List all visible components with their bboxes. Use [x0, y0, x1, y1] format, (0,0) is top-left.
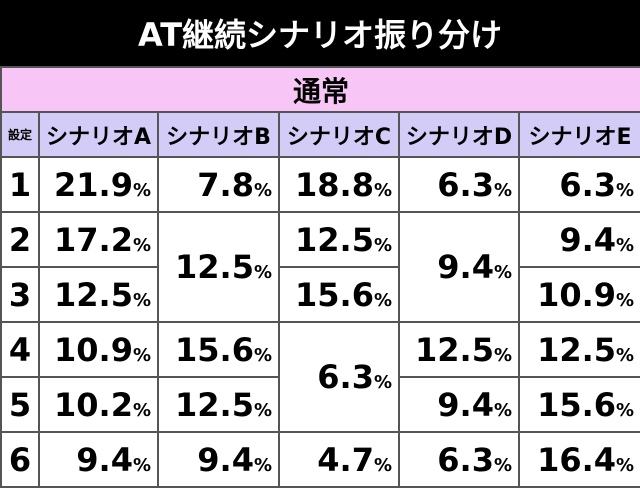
cell: 21.9% [38, 156, 159, 213]
cell: 6.3% [517, 156, 640, 213]
section: 通常 [0, 66, 640, 113]
cell: 6.3% [398, 431, 520, 488]
setting: 6 [0, 431, 40, 488]
table: 通常 設定 シナリオA シナリオB シナリオC シナリオD シナリオE 1 21… [0, 66, 640, 488]
cell: 4.7% [278, 431, 400, 488]
cell: 9.4% [398, 211, 520, 323]
cell: 17.2% [38, 211, 159, 268]
col-header: シナリオD [398, 111, 520, 158]
cell: 12.5% [38, 266, 159, 323]
cell: 6.3% [278, 321, 400, 433]
cell: 16.4% [517, 431, 640, 488]
setting: 2 [0, 211, 40, 268]
cell: 15.6% [157, 321, 280, 378]
cell: 10.2% [38, 376, 159, 433]
cell: 12.5% [398, 321, 520, 378]
col-header: シナリオA [38, 111, 159, 158]
cell: 10.9% [517, 266, 640, 323]
cell: 12.5% [517, 321, 640, 378]
col-header: シナリオC [278, 111, 400, 158]
cell: 6.3% [398, 156, 520, 213]
cell: 9.4% [398, 376, 520, 433]
cell: 12.5% [157, 376, 280, 433]
cell: 9.4% [38, 431, 159, 488]
cell: 12.5% [157, 211, 280, 323]
cell: 9.4% [517, 211, 640, 268]
cell: 10.9% [38, 321, 159, 378]
cell: 18.8% [278, 156, 400, 213]
col-header: シナリオE [517, 111, 640, 158]
cell: 7.8% [157, 156, 280, 213]
cell: 15.6% [278, 266, 400, 323]
cell: 15.6% [517, 376, 640, 433]
title: AT継続シナリオ振り分け [0, 0, 640, 66]
setting: 4 [0, 321, 40, 378]
col-header: シナリオB [157, 111, 280, 158]
setting: 5 [0, 376, 40, 433]
col-header: 設定 [0, 111, 40, 158]
cell: 9.4% [157, 431, 280, 488]
setting: 3 [0, 266, 40, 323]
setting: 1 [0, 156, 40, 213]
cell: 12.5% [278, 211, 400, 268]
